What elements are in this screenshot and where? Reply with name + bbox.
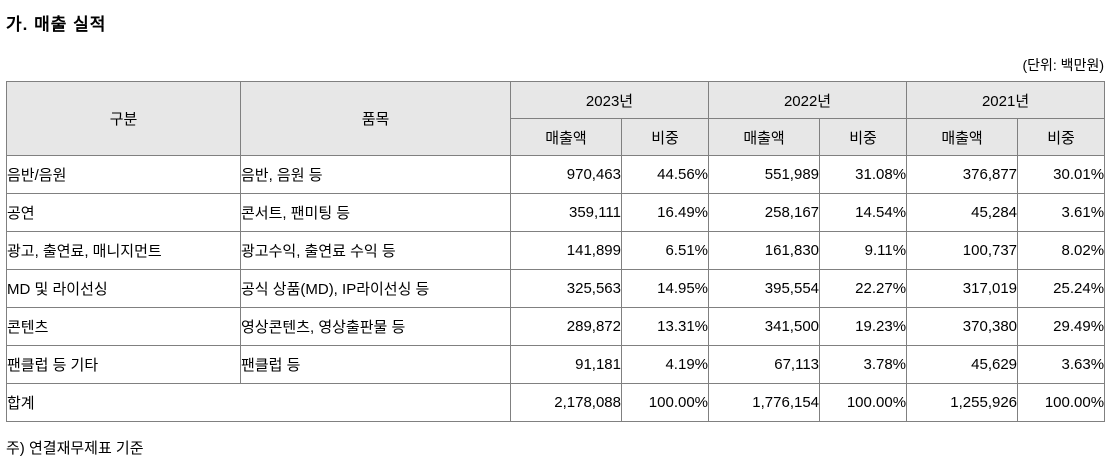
- cell-sales-2023: 141,899: [510, 231, 622, 270]
- cell-total-sales-2022: 1,776,154: [708, 383, 821, 422]
- col-header-ratio-2021: 비중: [1017, 118, 1106, 156]
- table-row: MD 및 라이선싱 공식 상품(MD), IP라이선싱 등 325,563 14…: [6, 269, 1106, 308]
- cell-total-ratio-2021: 100.00%: [1017, 383, 1106, 422]
- cell-sales-2021: 45,284: [906, 193, 1019, 232]
- col-header-sales-2022: 매출액: [708, 118, 821, 156]
- cell-sales-2022: 551,989: [708, 155, 821, 194]
- col-header-ratio-2023: 비중: [620, 118, 710, 156]
- cell-ratio-2021: 30.01%: [1017, 155, 1106, 194]
- cell-ratio-2021: 3.63%: [1017, 345, 1106, 384]
- col-header-category: 구분: [6, 81, 241, 156]
- cell-ratio-2023: 4.19%: [620, 345, 710, 384]
- cell-sales-2023: 325,563: [510, 269, 622, 308]
- col-header-year-2021: 2021년: [906, 81, 1106, 119]
- header-row-years: 구분 품목 2023년 2022년 2021년: [6, 81, 1106, 156]
- col-header-sales-2023: 매출액: [510, 118, 622, 156]
- cell-category: MD 및 라이선싱: [6, 269, 241, 308]
- table-row: 콘텐츠 영상콘텐츠, 영상출판물 등 289,872 13.31% 341,50…: [6, 307, 1106, 346]
- cell-sales-2021: 100,737: [906, 231, 1019, 270]
- cell-category: 공연: [6, 193, 241, 232]
- cell-ratio-2022: 22.27%: [819, 269, 908, 308]
- cell-ratio-2023: 13.31%: [620, 307, 710, 346]
- footnote: 주) 연결재무제표 기준: [6, 440, 144, 457]
- col-header-sales-2021: 매출액: [906, 118, 1019, 156]
- cell-ratio-2021: 8.02%: [1017, 231, 1106, 270]
- cell-ratio-2021: 29.49%: [1017, 307, 1106, 346]
- col-header-year-2022: 2022년: [708, 81, 908, 119]
- cell-sales-2021: 317,019: [906, 269, 1019, 308]
- cell-category: 콘텐츠: [6, 307, 241, 346]
- cell-ratio-2021: 25.24%: [1017, 269, 1106, 308]
- cell-sales-2023: 359,111: [510, 193, 622, 232]
- cell-sales-2022: 395,554: [708, 269, 821, 308]
- cell-ratio-2022: 31.08%: [819, 155, 908, 194]
- cell-sales-2021: 45,629: [906, 345, 1019, 384]
- cell-total-sales-2023: 2,178,088: [510, 383, 622, 422]
- cell-item: 공식 상품(MD), IP라이선싱 등: [240, 269, 511, 308]
- table-row: 공연 콘서트, 팬미팅 등 359,111 16.49% 258,167 14.…: [6, 193, 1106, 232]
- total-row: 합계 2,178,088 100.00% 1,776,154 100.00% 1…: [6, 383, 1106, 422]
- col-header-year-2023: 2023년: [509, 81, 710, 119]
- cell-item: 광고수익, 출연료 수익 등: [240, 231, 511, 270]
- cell-sales-2022: 67,113: [708, 345, 821, 384]
- cell-ratio-2023: 6.51%: [620, 231, 710, 270]
- cell-total-ratio-2022: 100.00%: [819, 383, 908, 422]
- cell-item: 콘서트, 팬미팅 등: [240, 193, 511, 232]
- cell-ratio-2022: 14.54%: [819, 193, 908, 232]
- cell-total-ratio-2023: 100.00%: [620, 383, 710, 422]
- table-row: 음반/음원 음반, 음원 등 970,463 44.56% 551,989 31…: [6, 155, 1106, 194]
- cell-sales-2022: 161,830: [708, 231, 821, 270]
- cell-sales-2023: 289,872: [510, 307, 622, 346]
- cell-ratio-2021: 3.61%: [1017, 193, 1106, 232]
- cell-sales-2023: 91,181: [510, 345, 622, 384]
- cell-category: 음반/음원: [6, 155, 241, 194]
- sales-table: 구분 품목 2023년 2022년 2021년 매출액 비중 매출액 비중 매출…: [6, 81, 1106, 422]
- cell-sales-2021: 370,380: [906, 307, 1019, 346]
- cell-ratio-2022: 3.78%: [819, 345, 908, 384]
- cell-total-label: 합계: [6, 383, 511, 422]
- cell-item: 팬클럽 등: [240, 345, 511, 384]
- cell-item: 영상콘텐츠, 영상출판물 등: [240, 307, 511, 346]
- table-row: 팬클럽 등 기타 팬클럽 등 91,181 4.19% 67,113 3.78%…: [6, 345, 1106, 384]
- table-row: 광고, 출연료, 매니지먼트 광고수익, 출연료 수익 등 141,899 6.…: [6, 231, 1106, 270]
- cell-item: 음반, 음원 등: [240, 155, 511, 194]
- cell-sales-2023: 970,463: [510, 155, 622, 194]
- col-header-ratio-2022: 비중: [819, 118, 908, 156]
- page-title: 가. 매출 실적: [6, 15, 107, 34]
- cell-sales-2022: 258,167: [708, 193, 821, 232]
- cell-sales-2021: 376,877: [906, 155, 1019, 194]
- cell-sales-2022: 341,500: [708, 307, 821, 346]
- cell-ratio-2023: 44.56%: [620, 155, 710, 194]
- cell-ratio-2023: 16.49%: [620, 193, 710, 232]
- cell-ratio-2023: 14.95%: [620, 269, 710, 308]
- cell-ratio-2022: 9.11%: [819, 231, 908, 270]
- col-header-item: 품목: [240, 81, 511, 156]
- cell-ratio-2022: 19.23%: [819, 307, 908, 346]
- unit-note: (단위: 백만원): [1022, 57, 1104, 73]
- header-row-sub: 매출액 비중 매출액 비중 매출액 비중: [7, 118, 1106, 156]
- cell-category: 팬클럽 등 기타: [6, 345, 241, 384]
- cell-total-sales-2021: 1,255,926: [906, 383, 1019, 422]
- cell-category: 광고, 출연료, 매니지먼트: [6, 231, 241, 270]
